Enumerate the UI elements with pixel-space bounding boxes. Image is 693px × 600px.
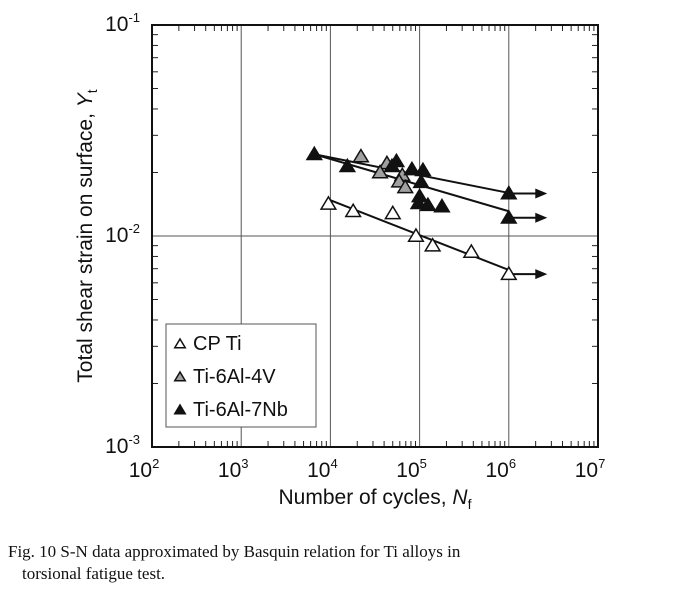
data-point	[412, 173, 430, 189]
y-tick-label: 10-2	[105, 221, 140, 247]
data-point	[414, 161, 432, 177]
data-point	[319, 195, 338, 210]
y-tick-label: 10-1	[105, 10, 140, 36]
data-point	[305, 145, 323, 161]
data-point	[462, 243, 480, 258]
runout-arrow-head	[535, 269, 548, 280]
x-tick-label: 106	[486, 456, 517, 482]
caption-line-2: torsional fatigue test.	[22, 564, 166, 583]
data-point	[500, 265, 518, 281]
x-tick-label: 105	[396, 456, 427, 482]
legend-label: Ti-6Al-4V	[193, 366, 276, 388]
data-point	[396, 178, 414, 194]
data-point	[407, 227, 425, 242]
figure-caption: Fig. 10 S-N data approximated by Basquin…	[8, 541, 678, 585]
caption-line-1: Fig. 10 S-N data approximated by Basquin…	[8, 542, 461, 561]
sn-chart: 102 103 104 105 106 107 10-3 10-2 10-1 Number of …	[74, 10, 606, 512]
legend-label: CP Ti	[193, 333, 242, 355]
legend-label: Ti-6Al-7Nb	[193, 399, 288, 421]
runout-arrow-head	[535, 212, 548, 223]
x-tick-label: 107	[575, 456, 606, 482]
x-tick-label: 104	[307, 456, 338, 482]
x-tick-label: 102	[129, 456, 160, 482]
data-point	[500, 185, 518, 200]
data-point	[409, 194, 428, 210]
legend-marker	[173, 337, 187, 349]
x-axis-label: Number of cycles, Nf	[279, 486, 472, 512]
legend	[165, 323, 317, 428]
runout-arrow-head	[535, 188, 548, 199]
x-tick-label: 103	[218, 456, 249, 482]
plot-frame	[151, 24, 599, 448]
data-point	[384, 204, 402, 220]
data-point	[383, 157, 401, 173]
data-point	[344, 202, 362, 218]
data-point	[338, 157, 357, 173]
y-tick-label: 10-3	[105, 432, 140, 458]
data-point	[423, 237, 442, 252]
data-point	[433, 198, 451, 213]
data-point	[500, 209, 518, 224]
data-point	[419, 196, 437, 212]
legend-marker	[173, 370, 187, 382]
y-axis-label: Total shear strain on surface, Yt	[74, 89, 100, 383]
data-point	[352, 148, 370, 163]
data-point	[403, 160, 421, 176]
legend-marker	[173, 403, 187, 415]
